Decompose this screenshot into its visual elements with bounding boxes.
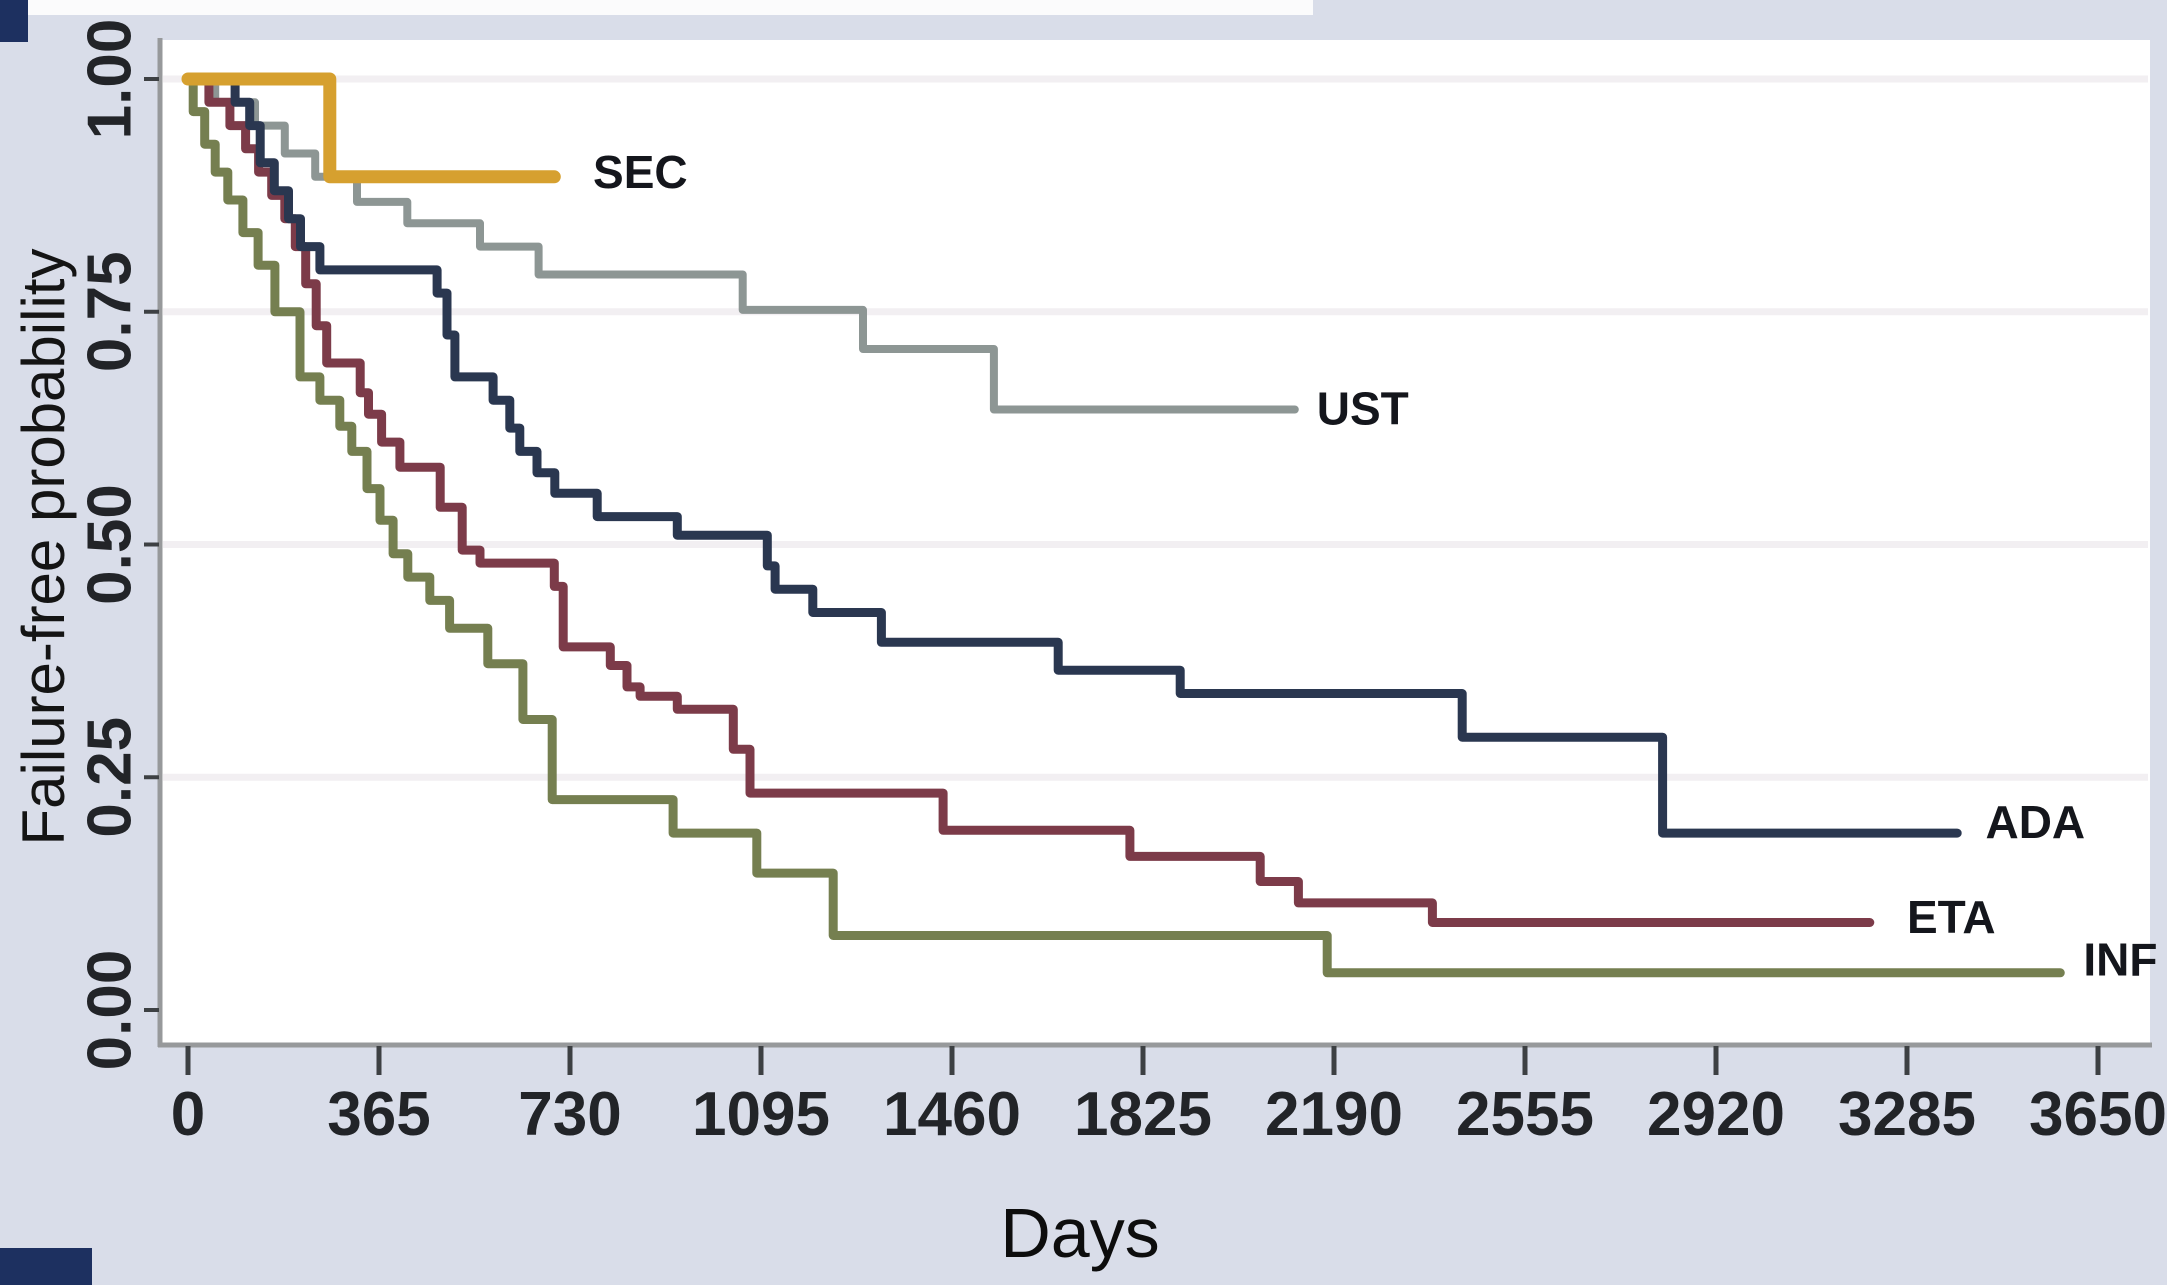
x-tick-label: 3650 [2029,1080,2167,1149]
x-tick-label: 0 [171,1080,205,1149]
y-tick-label: 0.25 [76,717,145,838]
bottom-left-corner-artifact [0,1248,92,1285]
series-line-eta [183,74,1875,927]
x-tick-label: 2920 [1647,1080,1785,1149]
y-tick-label: 0.00 [76,950,145,1071]
series-label-inf: INF [2083,934,2157,986]
x-tick-label: 1825 [1074,1080,1212,1149]
x-tick-label: 2555 [1456,1080,1594,1149]
series-label-sec: SEC [593,146,688,198]
top-edge-artifact [28,0,1313,15]
x-axis-title: Days [1000,1194,1160,1272]
series-line-ada [183,74,1962,838]
x-tick-label: 1095 [692,1080,830,1149]
x-tick-label: 2190 [1265,1080,1403,1149]
x-tick-label: 365 [327,1080,430,1149]
series-line-sec [181,72,561,184]
series-label-eta: ETA [1907,891,1996,943]
y-tick-label: 0.50 [76,484,145,605]
x-tick-label: 730 [518,1080,621,1149]
y-axis-title: Failure-free probability [10,248,77,846]
top-left-corner-artifact [0,0,28,42]
series-label-ust: UST [1317,383,1409,435]
y-tick-label: 1.00 [76,19,145,140]
y-tick-label: 0.75 [76,251,145,372]
series-line-inf [183,74,2065,978]
series-label-ada: ADA [1985,796,2085,848]
x-tick-label: 1460 [883,1080,1021,1149]
x-tick-label: 3285 [1838,1080,1976,1149]
